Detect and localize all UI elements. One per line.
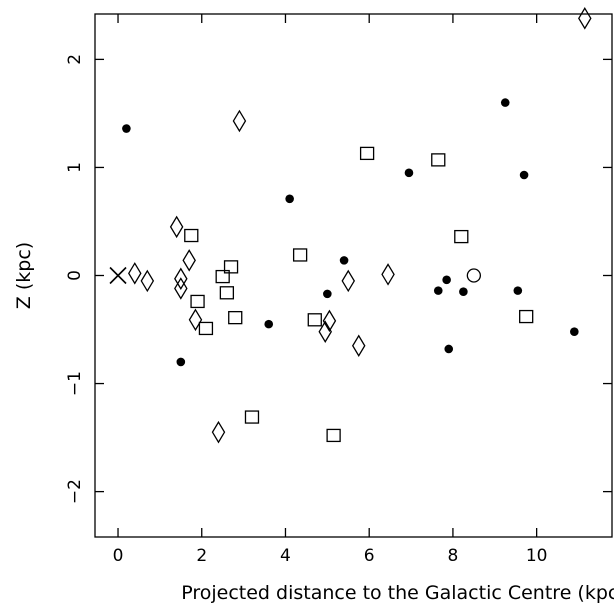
y-tick-label: −2 xyxy=(65,479,85,504)
filled-circle-point xyxy=(323,289,332,299)
open-diamond-point xyxy=(211,420,226,444)
open-square-point xyxy=(190,294,205,309)
data-points xyxy=(109,7,592,444)
open-diamond-point xyxy=(128,262,142,285)
x-tick-label: 4 xyxy=(280,546,291,566)
open-diamond-point xyxy=(351,334,366,358)
open-diamond-point xyxy=(322,309,337,333)
open-diamond-point xyxy=(182,249,196,272)
open-square-point xyxy=(244,410,260,424)
filled-circle-point xyxy=(513,286,523,295)
y-tick-label: −1 xyxy=(65,371,85,396)
open-square-point xyxy=(292,248,308,262)
open-square-point xyxy=(359,146,375,161)
filled-circle-point xyxy=(404,168,414,178)
x-tick-label: 8 xyxy=(448,546,459,566)
axis-ticks xyxy=(95,14,612,537)
filled-circle-point xyxy=(433,286,443,295)
x-tick-label: 6 xyxy=(364,546,375,566)
open-square-point xyxy=(228,310,243,325)
y-axis-label: Z (kpc) xyxy=(13,242,35,309)
filled-circle-point xyxy=(459,287,468,297)
open-circle-point xyxy=(466,268,482,283)
open-diamond-point xyxy=(381,263,395,286)
cross-stroke xyxy=(109,266,127,285)
filled-circle-point xyxy=(442,275,451,285)
axis-tick-labels: 0 2 4 6 8 10 −2 −1 0 1 2 xyxy=(65,54,547,566)
filled-circle-point xyxy=(122,124,131,133)
open-diamond-point xyxy=(232,109,247,133)
open-diamond-point xyxy=(140,269,155,293)
open-diamond-point xyxy=(188,308,203,332)
x-axis-label: Projected distance to the Galactic Centr… xyxy=(181,582,614,604)
open-square-point xyxy=(326,428,341,443)
x-tick-label: 10 xyxy=(526,546,548,566)
filled-circle-point xyxy=(285,194,294,204)
y-tick-label: 2 xyxy=(65,54,85,65)
x-tick-label: 0 xyxy=(113,546,124,566)
open-square-point xyxy=(198,321,214,336)
y-tick-label: 0 xyxy=(65,270,85,281)
filled-circle-point xyxy=(570,327,579,336)
filled-circle-point xyxy=(264,319,274,329)
x-tick-label: 2 xyxy=(196,546,207,566)
open-square-point xyxy=(307,313,322,327)
open-diamond-point xyxy=(174,277,188,300)
filled-circle-point xyxy=(339,256,349,265)
open-diamond-point xyxy=(578,7,592,30)
filled-circle-point xyxy=(444,344,454,354)
open-diamond-point xyxy=(341,269,356,293)
filled-circle-point xyxy=(176,357,186,367)
y-tick-label: 1 xyxy=(65,162,85,173)
open-square-point xyxy=(223,260,239,274)
open-diamond-point xyxy=(174,267,188,291)
open-square-point xyxy=(431,153,446,167)
filled-circle-point xyxy=(500,98,510,107)
open-square-point xyxy=(454,229,469,244)
open-square-point xyxy=(215,269,230,284)
plot-frame xyxy=(94,13,613,538)
open-square-point xyxy=(184,228,199,243)
cross-point xyxy=(109,266,127,285)
open-square-point xyxy=(519,309,534,324)
open-diamond-point xyxy=(169,215,184,239)
filled-circle-point xyxy=(519,170,529,180)
open-diamond-point xyxy=(318,320,333,343)
open-square-point xyxy=(219,286,235,300)
